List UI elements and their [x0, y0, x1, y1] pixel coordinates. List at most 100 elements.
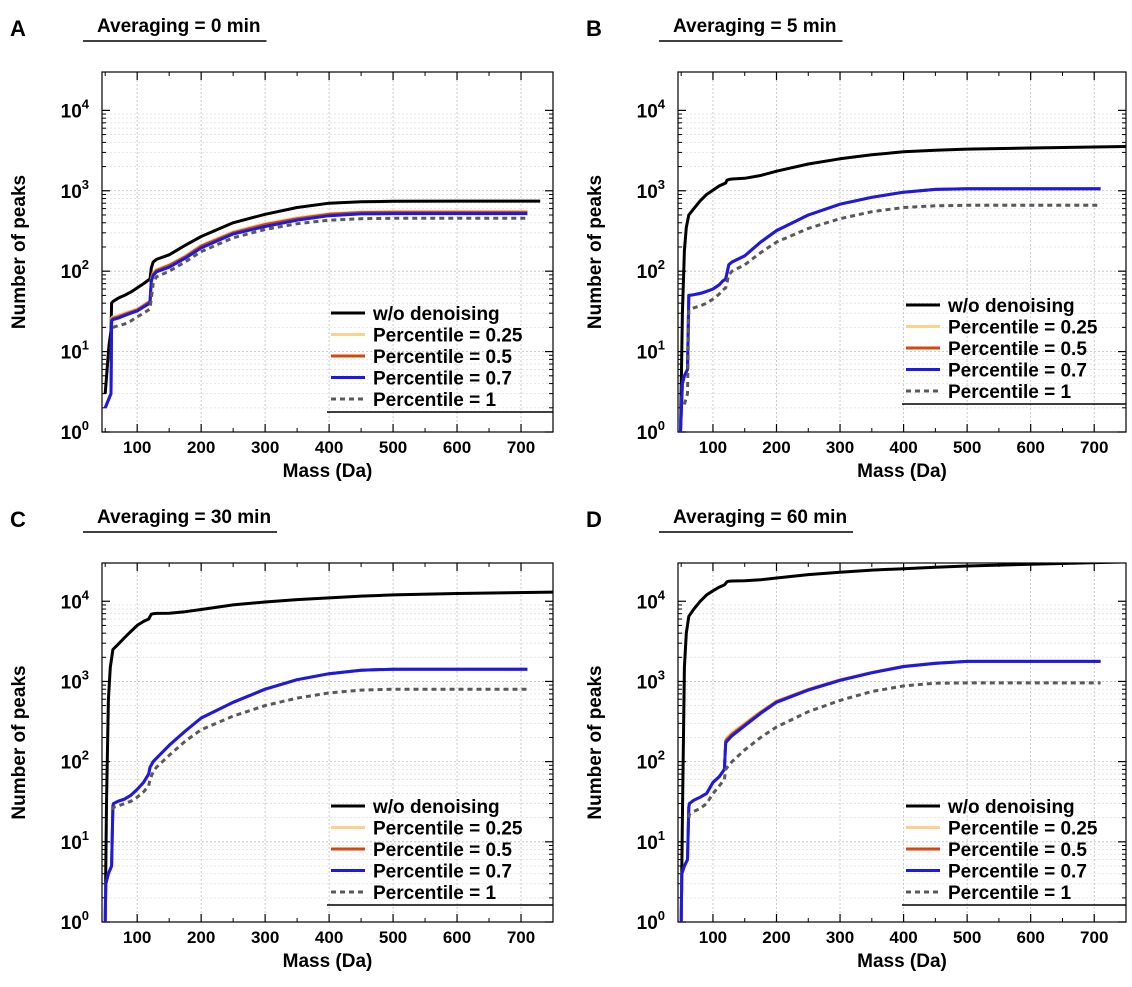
series-line-w-o-denoising [103, 199, 541, 394]
y-axis-label: Number of peaks [585, 175, 606, 329]
chart-panel-A: 100 101 102 103 104 100 200 300 400 500 600 700 Mass… [9, 16, 554, 482]
legend-label: Percentile = 0.5 [373, 840, 512, 861]
chart-panel-D: 100 101 102 103 104 100 200 300 400 500 600 700 Mass… [585, 507, 1127, 972]
chart-panel-C: 100 101 102 103 104 100 200 300 400 500 600 700 Mass… [9, 507, 554, 972]
legend-label: Percentile = 0.25 [948, 318, 1098, 339]
x-tick-label: 400 [315, 438, 343, 457]
y-tick-label: 102 [637, 748, 665, 774]
x-axis-label: Mass (Da) [857, 461, 947, 482]
x-tick-label: 700 [507, 928, 535, 947]
series-line-w-o-denoising [679, 563, 1126, 922]
plot-frame [677, 71, 1127, 433]
y-axis-label: Number of peaks [9, 175, 30, 329]
x-axis-label: Mass (Da) [283, 951, 373, 972]
legend-label: Percentile = 0.5 [373, 347, 512, 368]
y-tick-label: 103 [61, 667, 89, 693]
x-tick-label: 400 [315, 928, 343, 947]
grid [102, 563, 553, 922]
legend-label: Percentile = 1 [948, 883, 1071, 904]
series-line-percentile-0-7 [103, 667, 528, 922]
y-tick-label: 103 [637, 667, 665, 693]
legend-label: w/o denoising [947, 797, 1075, 818]
chart-title: Averaging = 60 min [673, 507, 847, 528]
series-line-percentile-1 [112, 216, 528, 329]
y-tick-label: 104 [61, 96, 90, 122]
legend-label: w/o denoising [372, 797, 500, 818]
x-tick-label: 200 [762, 928, 790, 947]
x-tick-label: 200 [762, 438, 790, 457]
y-tick-label: 104 [61, 587, 90, 613]
x-axis-label: Mass (Da) [283, 461, 373, 482]
grid [102, 72, 553, 432]
x-tick-label: 600 [1016, 438, 1044, 457]
y-tick-label: 104 [637, 587, 666, 613]
legend-label: Percentile = 0.25 [373, 819, 523, 840]
y-tick-label: 102 [61, 748, 89, 774]
series-group [679, 145, 1126, 432]
x-tick-label: 300 [251, 438, 279, 457]
y-tick-label: 101 [61, 828, 89, 854]
series-line-w-o-denoising [679, 145, 1126, 432]
x-tick-label: 400 [889, 438, 917, 457]
chart-title: Averaging = 5 min [673, 16, 837, 37]
x-tick-label: 300 [826, 928, 854, 947]
series-line-percentile-1 [111, 687, 528, 811]
legend-label: Percentile = 0.7 [948, 361, 1087, 382]
plot-frame [677, 562, 1127, 923]
x-tick-label: 200 [187, 438, 215, 457]
x-tick-label: 400 [889, 928, 917, 947]
plot-frame [101, 71, 554, 433]
y-tick-label: 102 [637, 257, 665, 283]
y-tick-label: 101 [61, 338, 89, 364]
legend-label: w/o denoising [372, 304, 500, 325]
legend-label: Percentile = 0.5 [948, 339, 1087, 360]
x-tick-label: 500 [953, 928, 981, 947]
y-tick-label: 101 [637, 828, 665, 854]
series-line-percentile-1 [682, 203, 1101, 405]
series-line-percentile-0-7 [679, 187, 1101, 432]
panel-letter: A [10, 16, 26, 41]
x-tick-label: 700 [507, 438, 535, 457]
x-tick-label: 300 [826, 438, 854, 457]
y-tick-label: 104 [637, 96, 666, 122]
x-axis-label: Mass (Da) [857, 951, 947, 972]
x-tick-label: 500 [953, 438, 981, 457]
series-line-percentile-1 [687, 681, 1101, 818]
legend-label: w/o denoising [947, 296, 1075, 317]
legend-label: Percentile = 0.7 [373, 369, 512, 390]
x-tick-label: 200 [187, 928, 215, 947]
series-line-percentile-0-7 [679, 659, 1101, 922]
series-line-percentile-0-7 [103, 212, 528, 409]
x-tick-label: 600 [443, 928, 471, 947]
x-tick-label: 500 [379, 928, 407, 947]
chart-panel-B: 100 101 102 103 104 100 200 300 400 500 600 700 Mass… [585, 16, 1127, 482]
x-tick-label: 700 [1080, 928, 1108, 947]
legend-label: Percentile = 1 [948, 382, 1071, 403]
legend-label: Percentile = 0.7 [373, 862, 512, 883]
x-tick-label: 100 [123, 438, 151, 457]
series-group [103, 199, 541, 409]
grid [678, 563, 1126, 922]
series-group [679, 563, 1126, 922]
y-tick-label: 103 [61, 177, 89, 203]
grid [678, 72, 1126, 432]
chart-title: Averaging = 0 min [97, 16, 261, 37]
x-tick-label: 700 [1080, 438, 1108, 457]
plot-frame [101, 562, 554, 923]
y-axis-label: Number of peaks [585, 665, 606, 819]
x-tick-label: 600 [1016, 928, 1044, 947]
x-tick-label: 100 [699, 928, 727, 947]
panel-letter: B [586, 16, 602, 41]
y-tick-label: 100 [61, 418, 89, 444]
y-tick-label: 101 [637, 338, 665, 364]
panel-letter: C [10, 507, 26, 532]
panel-letter: D [586, 507, 602, 532]
x-tick-label: 500 [379, 438, 407, 457]
legend-label: Percentile = 0.5 [948, 840, 1087, 861]
y-axis-label: Number of peaks [9, 665, 30, 819]
x-tick-label: 100 [699, 438, 727, 457]
